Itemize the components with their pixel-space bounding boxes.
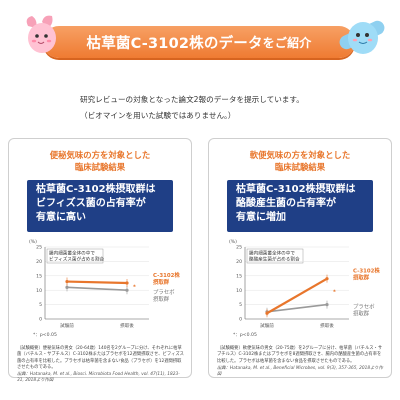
y-tick-label: 20: [36, 259, 42, 265]
series-point: [125, 288, 129, 292]
citation-text: 出典：Hatanaka, M. et al., Biosci. Microbio…: [17, 372, 180, 384]
measure-legend-line-1: 腸内細菌叢全体の中で: [49, 250, 95, 257]
significance-asterisk: *: [333, 290, 336, 296]
series-label-c3102: 摂取群: [353, 274, 370, 282]
y-axis-unit: (%): [229, 239, 237, 245]
study-footnote: （試験概要）便秘気味の男女（20-64歳）140名を2グループに分け、それぞれに…: [17, 346, 185, 385]
banner-title: 枯草菌C-3102株のデータ: [86, 35, 263, 52]
measure-legend-box: [46, 248, 104, 264]
y-tick-label: 10: [236, 288, 242, 294]
mascot-left-icon: [26, 15, 56, 53]
y-tick-label: 15: [236, 273, 242, 279]
series-point: [325, 277, 329, 281]
y-tick-label: 25: [36, 245, 42, 251]
intro-line-2: （ビオマインを用いた試験ではありません。）: [80, 111, 236, 120]
series-point: [65, 279, 69, 284]
series-label-placebo: プラセボ: [153, 288, 175, 296]
y-axis-unit: (%): [29, 239, 37, 245]
panel-heading-line-1: 便秘気味の方を対象とした: [49, 150, 151, 160]
significance-note: *：p<0.05: [233, 332, 257, 338]
y-tick-label: 10: [36, 288, 42, 294]
mascot-right-icon: [339, 20, 385, 54]
series-line: [66, 280, 128, 285]
measure-legend-line-2: 酪酸産生菌が占める割合: [249, 256, 300, 263]
significance-note: *：p<0.05: [33, 332, 57, 338]
series-label-placebo: 摂取群: [353, 310, 370, 318]
footnote-text: （試験概要）軟便気味の男女（20-75歳）を2グループに分け、枯草菌（バチルス・…: [217, 346, 383, 364]
study-footnote: （試験概要）軟便気味の男女（20-75歳）を2グループに分け、枯草菌（バチルス・…: [217, 346, 385, 378]
result-line-3: 有意に増加: [236, 212, 286, 223]
footnote-text: （試験概要）便秘気味の男女（20-64歳）140名を2グループに分け、それぞれに…: [17, 346, 184, 370]
y-tick-label: 5: [239, 302, 242, 308]
y-tick-label: 0: [239, 317, 242, 323]
panel-heading-line-2: 臨床試験結果: [274, 162, 326, 172]
measure-legend-box: [246, 248, 304, 264]
x-tick-label: 試験前: [260, 322, 274, 329]
intro-line-1: 研究レビューの対象となった論文2報のデータを提示しています。: [80, 95, 304, 104]
citation-text: 出典：Hatanaka, M. et al., Beneficial Micro…: [217, 365, 383, 378]
y-tick-label: 0: [39, 317, 42, 323]
y-tick-label: 15: [36, 273, 42, 279]
result-line-3: 有意に高い: [36, 212, 86, 223]
panel-heading: 軟便気味の方を対象とした 臨床試験結果: [209, 149, 391, 173]
series-point: [125, 281, 129, 285]
result-line-2: 酪酸産生菌の占有率が: [236, 198, 336, 209]
series-label-c3102: C-3102株: [353, 267, 380, 275]
panel-heading-line-1: 軟便気味の方を対象とした: [249, 150, 351, 160]
clinical-panel-loose-stool: 軟便気味の方を対象とした 臨床試験結果 枯草菌C-3102株摂取群は 酪酸産生菌…: [208, 138, 392, 378]
series-label-c3102: 摂取群: [153, 278, 170, 286]
result-line-2: ビフィズス菌の占有率が: [36, 198, 146, 209]
result-line-1: 枯草菌C-3102株摂取群は: [236, 184, 356, 195]
x-tick-label: 試験前: [60, 322, 74, 329]
series-point: [265, 311, 269, 315]
series-point: [325, 303, 329, 307]
y-tick-label: 20: [236, 259, 242, 265]
measure-legend-line-1: 腸内細菌叢全体の中で: [249, 250, 295, 257]
result-summary-box: 枯草菌C-3102株摂取群は 酪酸産生菌の占有率が 有意に増加: [227, 180, 373, 232]
series-label-c3102: C-3102株: [153, 271, 180, 279]
x-tick-label: 摂取後: [320, 322, 334, 329]
result-summary-box: 枯草菌C-3102株摂取群は ビフィズス菌の占有率が 有意に高い: [27, 180, 173, 232]
series-label-placebo: プラセボ: [353, 303, 375, 311]
intro-text: 研究レビューの対象となった論文2報のデータを提示しています。 （ビオマインを用い…: [80, 92, 380, 124]
series-label-placebo: 摂取群: [153, 295, 170, 303]
clinical-panel-constipation: 便秘気味の方を対象とした 臨床試験結果 枯草菌C-3102株摂取群は ビフィズス…: [8, 138, 192, 383]
series-line: [266, 277, 328, 315]
series-line: [66, 286, 128, 291]
panel-heading-line-2: 臨床試験結果: [74, 162, 126, 172]
panel-heading: 便秘気味の方を対象とした 臨床試験結果: [9, 149, 191, 173]
section-banner: 枯草菌C-3102株のデータ をご紹介: [43, 26, 355, 58]
series-point: [65, 285, 69, 289]
measure-legend-line-2: ビフィズス菌が占める割合: [49, 256, 104, 263]
y-tick-label: 25: [236, 245, 242, 251]
y-tick-label: 5: [39, 302, 42, 308]
series-line: [266, 303, 328, 313]
x-tick-label: 摂取後: [120, 322, 134, 329]
banner-title-suffix: をご紹介: [262, 35, 312, 50]
result-line-1: 枯草菌C-3102株摂取群は: [36, 184, 156, 195]
significance-asterisk: *: [133, 285, 136, 291]
